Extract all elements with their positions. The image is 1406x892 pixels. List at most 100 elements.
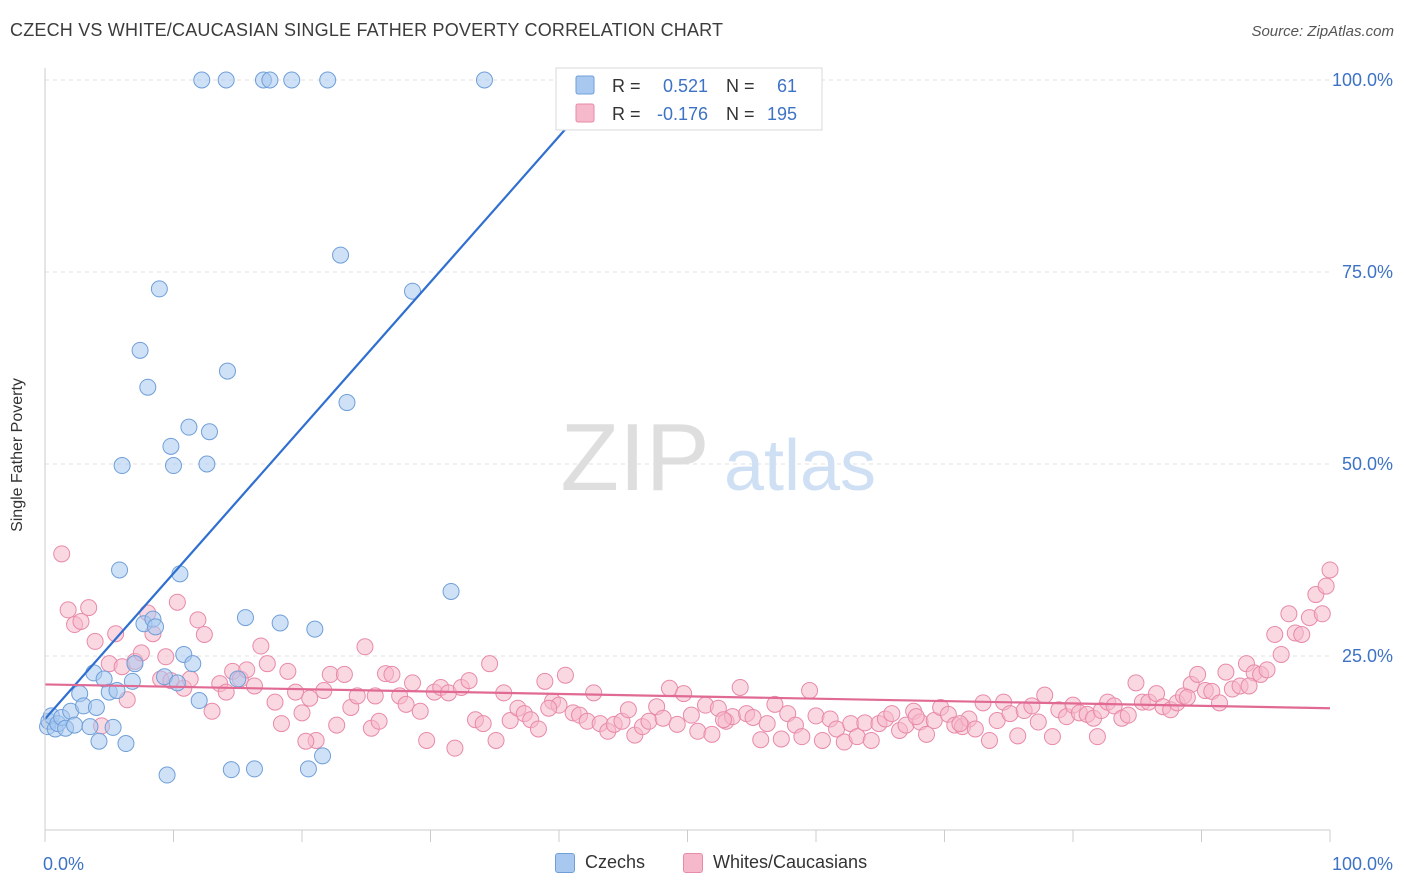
white-point-3 <box>72 612 90 630</box>
czech-point-44 <box>229 670 247 688</box>
legend-item-whites: Whites/Caucasians <box>683 852 867 873</box>
legend-item-czechs: Czechs <box>555 852 645 873</box>
czech-point-51 <box>332 246 350 264</box>
white-point-53 <box>411 702 429 720</box>
czech-points-layer <box>39 71 493 784</box>
white-point-110 <box>807 707 825 725</box>
czech-point-39 <box>190 692 208 710</box>
white-point-118 <box>862 731 880 749</box>
czech-point-45 <box>236 609 254 627</box>
white-point-102 <box>752 731 770 749</box>
legend-top-box <box>555 67 823 131</box>
czech-point-59 <box>283 71 301 89</box>
white-point-63 <box>481 655 499 673</box>
watermark-atlas: atlas <box>724 426 876 506</box>
source-label: Source: ZipAtlas.com <box>1251 23 1394 40</box>
czech-point-32 <box>162 437 180 455</box>
white-point-32 <box>266 693 284 711</box>
white-point-64 <box>487 731 505 749</box>
white-point-35 <box>287 683 305 701</box>
white-point-184 <box>1317 577 1335 595</box>
white-point-193 <box>1178 688 1196 706</box>
white-point-104 <box>766 695 784 713</box>
white-point-1 <box>59 601 77 619</box>
white-point-45 <box>356 638 374 656</box>
white-point-58 <box>446 739 464 757</box>
x-tick-label-1: 100.0% <box>1332 854 1393 874</box>
white-point-99 <box>731 678 749 696</box>
white-point-8 <box>107 625 125 643</box>
white-point-5 <box>86 632 104 650</box>
white-point-4 <box>80 599 98 617</box>
czech-point-41 <box>200 423 218 441</box>
grid-layer <box>45 79 1330 657</box>
white-point-42 <box>335 665 353 683</box>
white-point-117 <box>856 714 874 732</box>
white-point-188 <box>540 699 558 717</box>
legend-white-n-value: 195 <box>767 104 797 124</box>
white-point-178 <box>1280 605 1298 623</box>
white-point-186 <box>297 732 315 750</box>
czech-point-29 <box>150 280 168 298</box>
white-point-25 <box>217 683 235 701</box>
white-point-62 <box>474 715 492 733</box>
legend-white-swatch <box>575 103 595 123</box>
white-point-31 <box>258 655 276 673</box>
white-point-0 <box>53 545 71 563</box>
white-point-95 <box>703 725 721 743</box>
white-point-30 <box>252 637 270 655</box>
white-point-22 <box>195 625 213 643</box>
white-point-49 <box>383 665 401 683</box>
czech-point-42 <box>218 362 236 380</box>
czech-point-56 <box>217 71 235 89</box>
czech-point-47 <box>271 614 289 632</box>
white-point-108 <box>793 728 811 746</box>
legend-top: R = 0.521 N = 61 R = -0.176 N = 195 <box>555 67 823 131</box>
legend-whites-label: Whites/Caucasians <box>713 852 868 872</box>
white-point-66 <box>501 712 519 730</box>
czech-point-40 <box>198 455 216 473</box>
x-tick-label-0: 0.0% <box>43 854 84 874</box>
czech-point-55 <box>193 71 211 89</box>
czech-point-23 <box>126 655 144 673</box>
czech-point-38 <box>184 655 202 673</box>
legend-bottom: Czechs Whites/Caucasians <box>0 852 1406 878</box>
czech-point-20 <box>113 457 131 475</box>
white-point-74 <box>556 666 574 684</box>
white-point-111 <box>813 731 831 749</box>
white-point-60 <box>460 672 478 690</box>
czech-point-28 <box>147 618 165 636</box>
white-point-156 <box>1127 674 1145 692</box>
trend-layer <box>44 128 1331 720</box>
czech-point-43 <box>222 761 240 779</box>
white-point-133 <box>966 720 984 738</box>
white-point-189 <box>714 711 732 729</box>
white-point-92 <box>682 706 700 724</box>
y-tick-label-3: 100.0% <box>1332 70 1393 90</box>
white-point-16 <box>157 648 175 666</box>
legend-czech-r-label: R = <box>612 76 641 96</box>
white-point-23 <box>203 702 221 720</box>
white-point-126 <box>918 725 936 743</box>
white-point-169 <box>1217 663 1235 681</box>
white-point-185 <box>1321 561 1339 579</box>
czech-point-14 <box>90 732 108 750</box>
white-point-33 <box>272 715 290 733</box>
czech-point-46 <box>245 760 263 778</box>
white-point-105 <box>772 730 790 748</box>
legend-czech-n-value: 61 <box>777 76 797 96</box>
white-point-187 <box>366 687 384 705</box>
white-point-70 <box>529 720 547 738</box>
czech-point-54 <box>442 582 460 600</box>
white-point-103 <box>758 715 776 733</box>
white-point-91 <box>675 685 693 703</box>
white-point-144 <box>1043 728 1061 746</box>
watermark-zip: ZIP <box>560 404 709 511</box>
czech-point-19 <box>111 561 129 579</box>
white-point-139 <box>1009 727 1027 745</box>
white-point-138 <box>1001 705 1019 723</box>
legend-white-r-label: R = <box>612 104 641 124</box>
white-point-183 <box>1313 605 1331 623</box>
legend-czech-swatch <box>575 75 595 95</box>
czech-point-53 <box>404 282 422 300</box>
